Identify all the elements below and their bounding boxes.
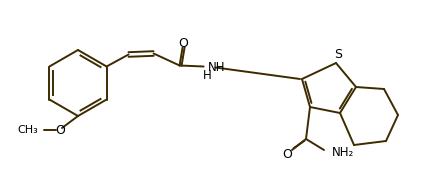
Text: O: O	[282, 149, 292, 162]
Text: NH: NH	[208, 61, 225, 74]
Text: NH₂: NH₂	[332, 146, 354, 159]
Text: S: S	[334, 48, 342, 61]
Text: CH₃: CH₃	[17, 125, 38, 135]
Text: H: H	[203, 69, 212, 82]
Text: O: O	[55, 124, 65, 136]
Text: O: O	[179, 37, 188, 50]
